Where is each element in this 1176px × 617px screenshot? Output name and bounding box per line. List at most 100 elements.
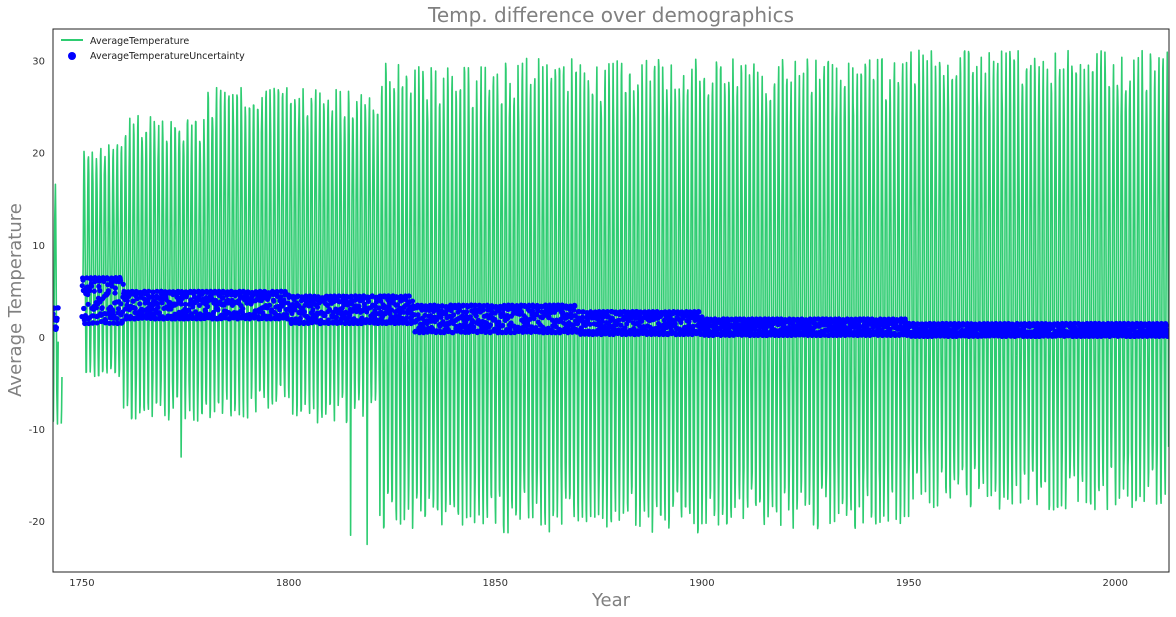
uncertainty-point	[178, 301, 184, 307]
uncertainty-point	[278, 288, 284, 294]
uncertainty-point	[240, 306, 246, 312]
uncertainty-point	[146, 288, 152, 294]
temperature-line-segment	[60, 377, 63, 424]
uncertainty-point	[115, 320, 121, 327]
uncertainty-point	[511, 329, 518, 336]
uncertainty-point	[404, 315, 410, 321]
uncertainty-point	[326, 306, 333, 313]
uncertainty-point	[646, 309, 652, 315]
uncertainty-point	[297, 315, 303, 321]
uncertainty-point	[88, 283, 95, 289]
uncertainty-point	[284, 316, 291, 322]
uncertainty-point	[618, 322, 624, 328]
uncertainty-point	[117, 278, 124, 284]
y-axis-ticks: -20 -10 0 10 20 30	[29, 57, 45, 528]
uncertainty-point	[359, 315, 365, 321]
uncertainty-point	[616, 317, 622, 323]
uncertainty-point	[419, 307, 425, 313]
series-average-temperature-uncertainty	[53, 274, 1169, 339]
uncertainty-point	[386, 300, 393, 306]
uncertainty-point	[599, 318, 605, 325]
x-axis-label: Year	[591, 590, 631, 611]
uncertainty-point	[308, 303, 314, 309]
uncertainty-point	[1163, 322, 1169, 328]
uncertainty-point	[473, 313, 479, 319]
uncertainty-point	[155, 304, 161, 310]
uncertainty-point	[468, 302, 475, 308]
uncertainty-point	[110, 309, 116, 315]
uncertainty-point	[85, 301, 91, 307]
uncertainty-point	[527, 316, 533, 322]
uncertainty-point	[79, 283, 85, 289]
uncertainty-point	[91, 288, 97, 294]
uncertainty-point	[196, 302, 202, 309]
uncertainty-point	[93, 305, 99, 311]
uncertainty-point	[426, 307, 433, 314]
y-tick-label: -20	[29, 517, 45, 528]
uncertainty-point	[378, 298, 384, 304]
uncertainty-point	[288, 320, 294, 326]
y-tick-label: 10	[32, 241, 45, 252]
uncertainty-point	[122, 306, 128, 312]
uncertainty-point	[472, 302, 478, 308]
uncertainty-point	[281, 300, 288, 306]
uncertainty-point	[97, 288, 103, 294]
uncertainty-point	[106, 320, 113, 326]
uncertainty-point	[480, 307, 486, 313]
uncertainty-point	[333, 314, 340, 320]
uncertainty-point	[535, 308, 541, 314]
uncertainty-point	[574, 321, 581, 327]
uncertainty-point	[53, 311, 56, 317]
uncertainty-point	[53, 324, 60, 331]
plot-frame	[52, 28, 1170, 573]
uncertainty-point	[471, 324, 477, 330]
uncertainty-point	[690, 323, 696, 329]
uncertainty-point	[1166, 328, 1169, 334]
uncertainty-point	[322, 320, 328, 326]
uncertainty-point	[314, 304, 321, 310]
uncertainty-point	[572, 303, 578, 309]
uncertainty-point	[114, 316, 120, 322]
uncertainty-point	[411, 312, 417, 318]
uncertainty-point	[162, 289, 168, 295]
uncertainty-point	[660, 331, 666, 338]
uncertainty-point	[278, 294, 284, 300]
uncertainty-point	[487, 322, 494, 328]
x-tick-label: 1950	[896, 578, 921, 589]
uncertainty-point	[301, 319, 307, 325]
uncertainty-point	[1165, 332, 1169, 338]
uncertainty-point	[174, 301, 180, 307]
temperature-line-segment	[82, 49, 1169, 546]
uncertainty-point	[546, 314, 552, 320]
uncertainty-point	[376, 305, 382, 311]
uncertainty-point	[85, 291, 91, 298]
uncertainty-point	[816, 323, 822, 329]
uncertainty-point	[672, 321, 678, 327]
uncertainty-point	[111, 320, 117, 326]
uncertainty-point	[467, 314, 474, 320]
uncertainty-point	[99, 305, 105, 311]
uncertainty-point	[415, 312, 421, 318]
uncertainty-point	[119, 319, 125, 325]
uncertainty-point	[267, 302, 273, 308]
uncertainty-point	[108, 275, 115, 281]
uncertainty-point	[673, 331, 679, 338]
uncertainty-point	[155, 300, 161, 307]
uncertainty-point	[90, 320, 96, 326]
uncertainty-point	[205, 303, 211, 310]
uncertainty-point	[774, 316, 780, 322]
uncertainty-point	[579, 314, 586, 320]
uncertainty-point	[292, 307, 298, 313]
uncertainty-point	[249, 293, 256, 299]
uncertainty-point	[271, 298, 277, 304]
uncertainty-point	[406, 293, 412, 299]
uncertainty-point	[404, 320, 411, 326]
y-tick-label: 30	[32, 57, 45, 68]
uncertainty-point	[505, 315, 511, 321]
uncertainty-point	[193, 309, 199, 315]
uncertainty-point	[112, 290, 118, 296]
x-tick-label: 1750	[69, 578, 94, 589]
uncertainty-point	[54, 315, 60, 321]
uncertainty-point	[639, 318, 645, 324]
uncertainty-point	[348, 293, 354, 299]
